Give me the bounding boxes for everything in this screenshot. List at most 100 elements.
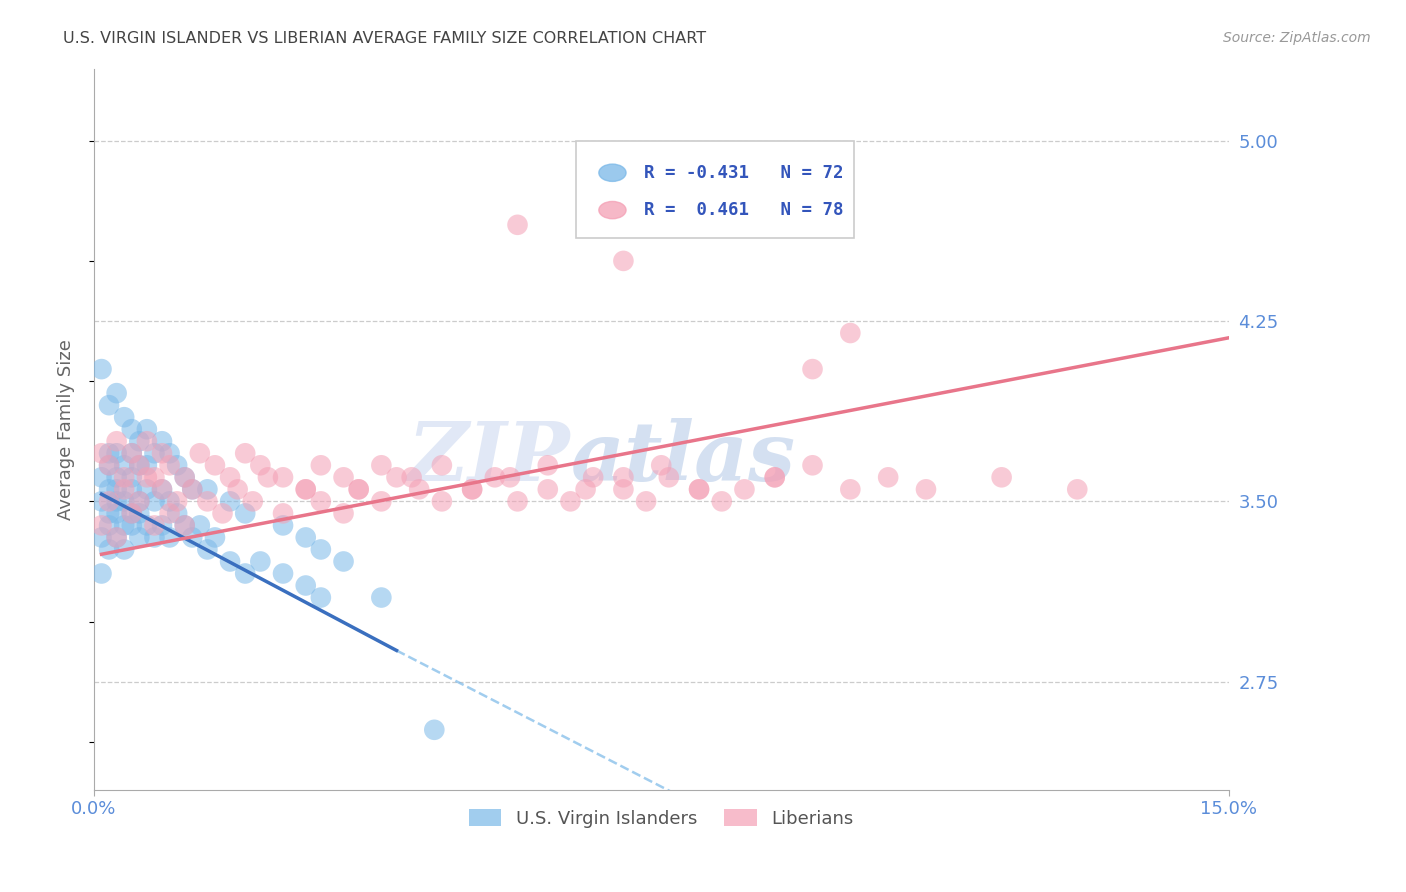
Point (332, 507, 354, 521)
Point (181, 530, 204, 544)
Point (128, 507, 150, 521)
Point (688, 483, 710, 497)
Point (257, 470, 280, 484)
Point (423, 723, 446, 737)
Point (294, 483, 316, 497)
Point (461, 483, 484, 497)
Point (219, 554, 242, 568)
Legend: U.S. Virgin Islanders, Liberians: U.S. Virgin Islanders, Liberians (461, 802, 860, 835)
Point (197, 483, 219, 497)
Point (98, 542, 121, 557)
Point (105, 470, 128, 484)
Point (801, 458, 824, 473)
Point (150, 434, 173, 449)
Point (105, 507, 128, 521)
Point (112, 410, 135, 425)
Point (219, 494, 242, 508)
Point (143, 518, 166, 533)
Text: ZIP: ZIP (408, 418, 571, 498)
Point (249, 554, 271, 568)
Point (309, 494, 332, 508)
Text: R = -0.431   N = 72: R = -0.431 N = 72 (644, 164, 844, 182)
Point (271, 566, 294, 581)
Point (271, 507, 294, 521)
Point (733, 483, 755, 497)
Point (347, 483, 370, 497)
Point (839, 483, 862, 497)
Point (801, 362, 824, 376)
Point (98, 458, 121, 473)
Point (105, 530, 128, 544)
Point (128, 434, 150, 449)
Point (90, 530, 112, 544)
Point (166, 494, 188, 508)
Point (159, 507, 181, 521)
Point (105, 494, 128, 508)
Circle shape (599, 202, 626, 219)
FancyBboxPatch shape (576, 141, 853, 238)
Point (219, 470, 242, 484)
Point (204, 458, 226, 473)
Point (461, 483, 484, 497)
Point (128, 458, 150, 473)
Point (650, 458, 672, 473)
Point (612, 253, 634, 268)
Point (370, 458, 392, 473)
Point (135, 483, 157, 497)
Point (574, 483, 596, 497)
Point (537, 483, 560, 497)
Point (430, 494, 453, 508)
Point (294, 578, 316, 592)
Point (112, 458, 135, 473)
Point (688, 483, 710, 497)
Point (271, 518, 294, 533)
Text: atlas: atlas (571, 418, 796, 498)
Point (98, 458, 121, 473)
Point (105, 386, 128, 401)
Point (560, 494, 582, 508)
Point (188, 518, 211, 533)
Point (401, 470, 423, 484)
Point (612, 470, 634, 484)
Point (135, 458, 157, 473)
Point (135, 434, 157, 449)
Point (226, 483, 249, 497)
Point (242, 494, 264, 508)
Point (121, 446, 143, 460)
Point (128, 494, 150, 508)
Point (710, 494, 733, 508)
Point (294, 483, 316, 497)
Point (128, 530, 150, 544)
Point (839, 326, 862, 340)
Point (658, 470, 681, 484)
Point (135, 470, 157, 484)
Point (105, 530, 128, 544)
Point (197, 542, 219, 557)
Circle shape (599, 164, 626, 181)
Point (159, 446, 181, 460)
Point (112, 470, 135, 484)
Point (150, 518, 173, 533)
Point (143, 530, 166, 544)
Point (105, 434, 128, 449)
Point (159, 494, 181, 508)
Point (128, 494, 150, 508)
Point (135, 422, 157, 436)
Point (166, 507, 188, 521)
Point (159, 458, 181, 473)
Point (173, 470, 195, 484)
Point (582, 470, 605, 484)
Point (90, 446, 112, 460)
Point (763, 470, 786, 484)
Point (197, 494, 219, 508)
Point (915, 483, 938, 497)
Point (90, 518, 112, 533)
Point (204, 530, 226, 544)
Point (612, 483, 634, 497)
Point (121, 507, 143, 521)
Point (271, 470, 294, 484)
Point (233, 566, 256, 581)
Point (159, 530, 181, 544)
Point (98, 507, 121, 521)
Point (181, 483, 204, 497)
